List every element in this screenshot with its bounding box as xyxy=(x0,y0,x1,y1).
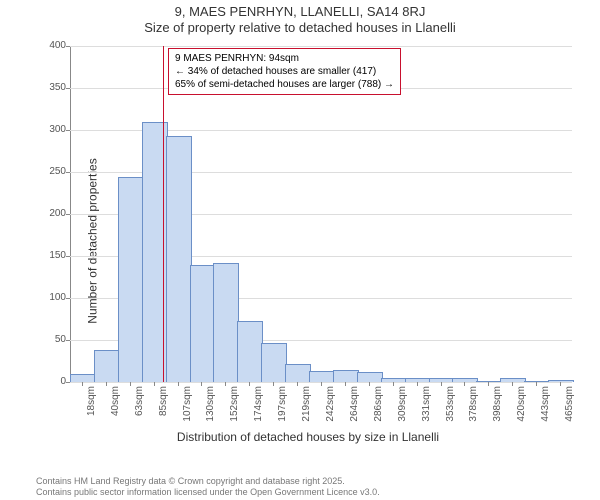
x-tick-label: 264sqm xyxy=(349,386,360,422)
x-tick-label: 40sqm xyxy=(110,386,121,416)
y-tick-label: 250 xyxy=(42,166,66,177)
y-tick-mark xyxy=(66,340,70,341)
y-tick-mark xyxy=(66,382,70,383)
y-tick-label: 50 xyxy=(42,334,66,345)
y-tick-label: 350 xyxy=(42,82,66,93)
x-tick-mark xyxy=(130,382,131,386)
chart-title: 9, MAES PENRHYN, LLANELLI, SA14 8RJ Size… xyxy=(0,0,600,37)
x-tick-mark xyxy=(345,382,346,386)
y-tick-mark xyxy=(66,88,70,89)
y-tick-mark xyxy=(66,214,70,215)
histogram-bar xyxy=(70,374,96,382)
x-tick-label: 443sqm xyxy=(540,386,551,422)
histogram-bar xyxy=(118,177,144,382)
x-tick-mark xyxy=(369,382,370,386)
x-tick-label: 85sqm xyxy=(158,386,169,416)
x-tick-mark xyxy=(393,382,394,386)
y-tick-mark xyxy=(66,256,70,257)
x-tick-mark xyxy=(273,382,274,386)
x-tick-mark xyxy=(82,382,83,386)
histogram-bar xyxy=(190,265,216,382)
x-tick-label: 152sqm xyxy=(229,386,240,422)
x-tick-mark xyxy=(297,382,298,386)
x-tick-label: 398sqm xyxy=(492,386,503,422)
histogram-bar xyxy=(94,350,120,382)
y-tick-mark xyxy=(66,46,70,47)
histogram-bar xyxy=(333,370,359,382)
histogram-bar xyxy=(237,321,263,382)
x-tick-label: 378sqm xyxy=(468,386,479,422)
reference-line xyxy=(163,46,164,382)
x-tick-mark xyxy=(201,382,202,386)
x-tick-mark xyxy=(441,382,442,386)
x-tick-label: 63sqm xyxy=(134,386,145,416)
x-tick-label: 242sqm xyxy=(325,386,336,422)
x-tick-label: 219sqm xyxy=(301,386,312,422)
x-tick-mark xyxy=(488,382,489,386)
x-tick-label: 18sqm xyxy=(86,386,97,416)
x-tick-mark xyxy=(321,382,322,386)
x-axis-label: Distribution of detached houses by size … xyxy=(36,430,580,444)
attribution-footer: Contains HM Land Registry data © Crown c… xyxy=(36,476,380,498)
y-tick-label: 300 xyxy=(42,124,66,135)
y-tick-label: 400 xyxy=(42,40,66,51)
annotation-line3: 65% of semi-detached houses are larger (… xyxy=(175,78,394,91)
x-tick-mark xyxy=(225,382,226,386)
footer-line2: Contains public sector information licen… xyxy=(36,487,380,498)
y-tick-label: 100 xyxy=(42,292,66,303)
title-line1: 9, MAES PENRHYN, LLANELLI, SA14 8RJ xyxy=(0,4,600,20)
annotation-box: 9 MAES PENRHYN: 94sqm← 34% of detached h… xyxy=(168,48,401,95)
x-tick-label: 197sqm xyxy=(277,386,288,422)
y-tick-label: 200 xyxy=(42,208,66,219)
x-tick-label: 309sqm xyxy=(397,386,408,422)
histogram-bar xyxy=(285,364,311,382)
x-tick-mark xyxy=(560,382,561,386)
y-tick-mark xyxy=(66,172,70,173)
x-tick-label: 130sqm xyxy=(205,386,216,422)
annotation-line2: ← 34% of detached houses are smaller (41… xyxy=(175,65,394,78)
y-tick-label: 150 xyxy=(42,250,66,261)
x-tick-label: 465sqm xyxy=(564,386,575,422)
x-tick-label: 353sqm xyxy=(445,386,456,422)
x-tick-mark xyxy=(464,382,465,386)
x-tick-label: 420sqm xyxy=(516,386,527,422)
x-tick-mark xyxy=(417,382,418,386)
x-tick-mark xyxy=(154,382,155,386)
plot-area: 05010015020025030035040018sqm40sqm63sqm8… xyxy=(70,46,572,382)
x-tick-mark xyxy=(249,382,250,386)
histogram-bar xyxy=(166,136,192,382)
x-tick-mark xyxy=(512,382,513,386)
x-tick-label: 286sqm xyxy=(373,386,384,422)
histogram-bar xyxy=(261,343,287,382)
histogram-bar xyxy=(213,263,239,382)
x-tick-mark xyxy=(178,382,179,386)
x-tick-mark xyxy=(106,382,107,386)
x-tick-mark xyxy=(536,382,537,386)
y-tick-label: 0 xyxy=(42,376,66,387)
footer-line1: Contains HM Land Registry data © Crown c… xyxy=(36,476,380,487)
x-tick-label: 107sqm xyxy=(182,386,193,422)
chart-container: Number of detached properties 0501001502… xyxy=(36,42,580,440)
annotation-line1: 9 MAES PENRHYN: 94sqm xyxy=(175,52,394,65)
x-tick-label: 331sqm xyxy=(421,386,432,422)
histogram-bar xyxy=(357,372,383,382)
y-tick-mark xyxy=(66,298,70,299)
title-line2: Size of property relative to detached ho… xyxy=(0,20,600,36)
x-tick-label: 174sqm xyxy=(253,386,264,422)
y-tick-mark xyxy=(66,130,70,131)
histogram-bar xyxy=(309,371,335,382)
